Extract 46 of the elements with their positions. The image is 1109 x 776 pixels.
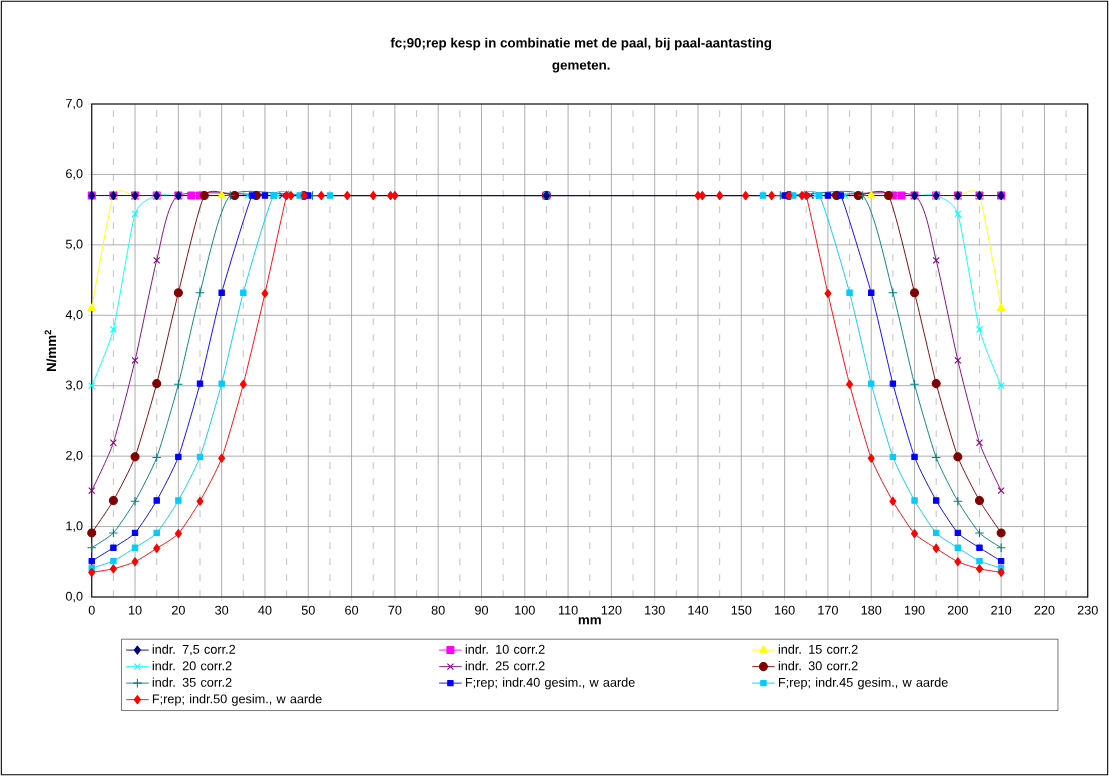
- x-tick-label: 10: [128, 605, 142, 615]
- x-tick-label: 30: [215, 605, 229, 615]
- legend-label: F;rep; indr.45 gesim., w aarde: [778, 677, 948, 690]
- legend-label: F;rep; indr.50 gesim., w aarde: [152, 694, 322, 706]
- chart-subtitle: gemeten.: [552, 60, 610, 73]
- legend-label: indr. 7,5 corr.2: [152, 644, 236, 656]
- x-tick-label: 200: [947, 605, 968, 615]
- x-tick-label: 210: [991, 605, 1012, 615]
- legend-label: indr. 30 corr.2: [778, 661, 858, 671]
- legend-label: indr. 20 corr.2: [152, 661, 232, 671]
- x-tick-label: 150: [731, 605, 752, 615]
- x-axis-title: mm: [578, 617, 601, 625]
- legend-label: indr. 35 corr.2: [152, 677, 232, 687]
- legend-label: F;rep; indr.40 gesim., w aarde: [465, 677, 635, 690]
- x-tick-label: 40: [258, 605, 272, 615]
- x-tick-label: 90: [475, 605, 489, 615]
- x-tick-label: 50: [301, 605, 315, 615]
- x-tick-label: 120: [601, 605, 622, 615]
- y-tick-label: 4,0: [65, 310, 83, 321]
- y-tick-label: 7,0: [66, 98, 83, 110]
- x-tick-label: 230: [1077, 605, 1098, 615]
- x-tick-label: 180: [861, 605, 882, 615]
- y-tick-label: 6,0: [66, 169, 83, 180]
- x-tick-label: 190: [904, 605, 925, 615]
- x-tick-label: 60: [345, 605, 359, 615]
- y-tick-label: 3,0: [65, 380, 83, 391]
- legend-label: indr. 25 corr.2: [465, 661, 545, 671]
- x-tick-label: 20: [171, 605, 185, 615]
- x-tick-label: 80: [431, 605, 445, 615]
- y-tick-label: 5,0: [65, 239, 83, 251]
- x-tick-label: 0: [88, 605, 95, 615]
- y-axis-title: N/mm$^{2}$: [44, 330, 57, 372]
- x-tick-label: 140: [688, 605, 709, 615]
- legend-label: indr. 10 corr.2: [465, 644, 545, 654]
- x-tick-label: 130: [645, 605, 665, 615]
- y-tick-label: 1,0: [66, 521, 83, 532]
- x-tick-label: 220: [1034, 605, 1055, 615]
- x-tick-label: 100: [515, 605, 535, 615]
- x-tick-label: 70: [388, 605, 402, 615]
- chart-title: fc;90;rep kesp in combinatie met de paal, bij paal-aantasting: [390, 37, 772, 51]
- x-tick-label: 110: [558, 605, 578, 615]
- legend-label: indr. 15 corr.2: [778, 644, 858, 654]
- y-tick-label: 2,0: [66, 450, 83, 462]
- y-tick-label: 0,0: [65, 591, 83, 603]
- x-tick-label: 160: [775, 605, 795, 615]
- x-tick-label: 170: [818, 605, 838, 615]
